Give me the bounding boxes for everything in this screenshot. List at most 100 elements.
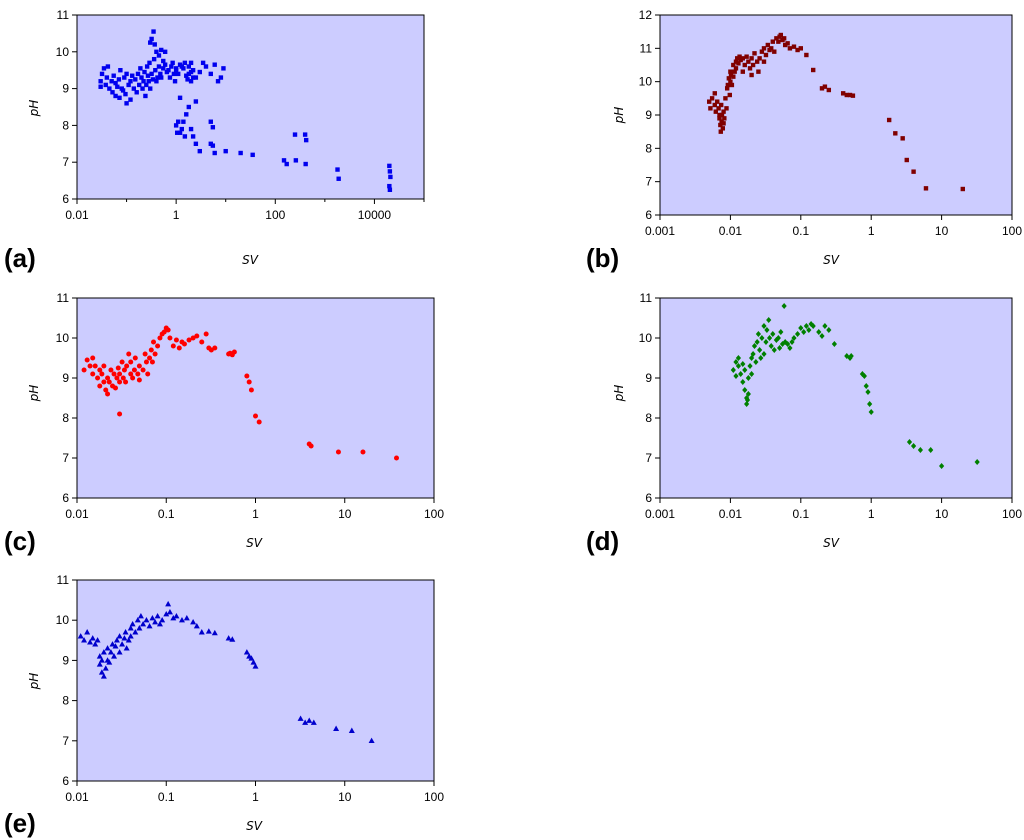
data-point: [179, 126, 184, 132]
chart-panel-d: pH SV 6 7 8 9 10 11 0.001 0.01 0.1 1 10 100: [612, 291, 1023, 550]
data-point: [755, 331, 762, 337]
x-axis-title: SV: [246, 819, 263, 833]
panel-label-d: (d): [586, 526, 620, 556]
data-point: [103, 387, 109, 393]
x-tick-label: 100: [424, 790, 444, 804]
data-point: [116, 77, 122, 82]
data-point: [284, 161, 289, 167]
data-point: [101, 379, 107, 385]
data-point: [302, 719, 309, 725]
x-tick-label: 0.001: [645, 224, 675, 238]
data-point: [193, 99, 199, 104]
data-point: [139, 75, 144, 80]
data-point: [900, 136, 905, 141]
data-point: [149, 614, 156, 621]
data-point: [103, 82, 108, 88]
x-tick-label: 10: [935, 224, 949, 238]
data-point: [162, 62, 168, 67]
data-point: [170, 343, 176, 349]
data-point: [161, 58, 166, 64]
x-tick-label: 0.01: [719, 224, 743, 238]
data-point: [128, 97, 133, 102]
data-point: [143, 93, 148, 99]
data-point: [105, 391, 111, 397]
x-tick-label: 1: [252, 507, 259, 521]
data-point: [141, 79, 146, 84]
data-point: [200, 60, 206, 66]
data-point: [126, 82, 131, 88]
plot-area: 6 7 8 9 10 11 0.001 0.01 0.1 1 10 100: [639, 291, 1023, 521]
y-tick-label: 8: [62, 118, 69, 132]
data-point: [150, 77, 156, 82]
y-tick-label: 7: [645, 175, 652, 189]
data-point: [193, 141, 199, 146]
data-point: [128, 371, 134, 377]
data-point: [791, 335, 797, 341]
x-tick-label: 1: [252, 790, 259, 804]
data-point: [197, 148, 202, 154]
y-tick-label: 9: [62, 653, 69, 667]
x-tick-label: 10: [338, 790, 352, 804]
data-point: [215, 79, 221, 84]
data-point: [708, 106, 713, 111]
x-tick-label: 10000: [358, 208, 392, 222]
data-point: [831, 341, 837, 347]
data-point: [910, 443, 917, 449]
data-point: [173, 123, 179, 128]
data-point: [126, 351, 132, 357]
data-point: [865, 389, 871, 395]
data-point: [185, 77, 190, 82]
data-point: [306, 717, 313, 723]
data-point: [148, 347, 154, 353]
data-point: [310, 719, 317, 725]
data-point: [84, 357, 90, 363]
data-point: [149, 359, 155, 365]
data-point: [105, 375, 111, 381]
data-point: [119, 641, 126, 647]
data-point: [131, 86, 137, 91]
y-tick-label: 6: [62, 192, 69, 206]
data-point: [723, 96, 728, 101]
y-tick-label: 10: [56, 613, 70, 627]
data-point: [117, 411, 123, 417]
data-point: [256, 419, 262, 425]
data-point: [157, 335, 163, 341]
data-point: [188, 126, 194, 132]
x-tick-label: 100: [424, 507, 444, 521]
x-tick-label: 0.001: [645, 507, 675, 521]
plot-area: 6 7 8 9 10 11 0.01 0.1 1 10 100: [56, 573, 445, 804]
y-tick-label: 6: [62, 774, 69, 788]
data-point: [100, 673, 107, 679]
data-point: [720, 126, 726, 131]
data-point: [147, 355, 153, 361]
data-point: [886, 117, 892, 123]
data-point: [974, 459, 980, 465]
data-point: [132, 355, 138, 361]
x-tick-label: 1: [868, 507, 875, 521]
data-point: [747, 66, 753, 71]
data-point: [212, 150, 217, 156]
plot-background: [659, 14, 1013, 216]
data-point: [772, 49, 777, 54]
data-point: [172, 79, 178, 84]
data-point: [716, 106, 721, 111]
data-point: [77, 633, 84, 639]
data-point: [923, 186, 929, 191]
y-tick-label: 7: [645, 451, 652, 465]
data-point: [138, 66, 143, 71]
data-point: [740, 379, 746, 385]
data-point: [794, 331, 801, 337]
data-point: [148, 86, 153, 91]
data-point: [152, 619, 159, 625]
data-point: [893, 131, 898, 136]
data-point: [142, 69, 147, 75]
data-point: [109, 641, 116, 647]
data-point: [188, 60, 194, 66]
data-point: [721, 109, 726, 114]
x-axis-title: SV: [242, 253, 259, 267]
data-point: [740, 361, 746, 367]
data-point: [904, 157, 909, 163]
x-tick-label: 0.01: [65, 790, 89, 804]
data-point: [387, 169, 393, 174]
data-point: [142, 351, 148, 357]
